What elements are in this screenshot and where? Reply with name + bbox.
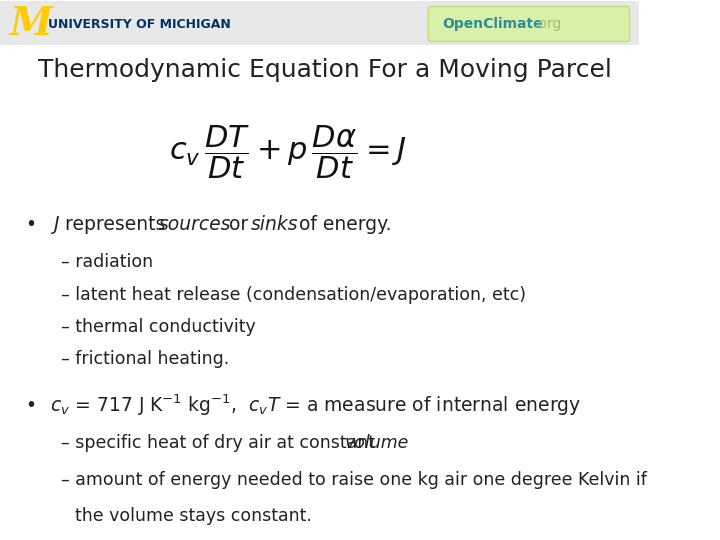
FancyBboxPatch shape xyxy=(428,6,629,42)
Text: $c_{v}$ = 717 J K$^{-1}$ kg$^{-1}$,  $c_{v}T$ = a measure of internal energy: $c_{v}$ = 717 J K$^{-1}$ kg$^{-1}$, $c_{… xyxy=(50,393,581,418)
Text: sources: sources xyxy=(158,215,231,234)
Text: represents: represents xyxy=(59,215,171,234)
FancyBboxPatch shape xyxy=(0,1,639,45)
Text: – frictional heating.: – frictional heating. xyxy=(60,350,229,368)
Text: – radiation: – radiation xyxy=(60,253,153,272)
Text: volume: volume xyxy=(344,434,409,452)
Text: – latent heat release (condensation/evaporation, etc): – latent heat release (condensation/evap… xyxy=(60,286,526,304)
Text: sinks: sinks xyxy=(251,215,298,234)
Text: the volume stays constant.: the volume stays constant. xyxy=(75,507,312,525)
Text: or: or xyxy=(222,215,254,234)
Text: $J$: $J$ xyxy=(50,214,60,236)
Text: •: • xyxy=(26,396,37,415)
Text: – thermal conductivity: – thermal conductivity xyxy=(60,318,256,336)
Text: Thermodynamic Equation For a Moving Parcel: Thermodynamic Equation For a Moving Parc… xyxy=(38,58,612,82)
Text: .org: .org xyxy=(534,17,562,31)
Text: – specific heat of dry air at constant: – specific heat of dry air at constant xyxy=(60,434,380,452)
Text: $c_{v}\,\dfrac{DT}{Dt} + p\,\dfrac{D\alpha}{Dt} = J$: $c_{v}\,\dfrac{DT}{Dt} + p\,\dfrac{D\alp… xyxy=(168,123,407,181)
Text: of energy.: of energy. xyxy=(293,215,391,234)
Text: – amount of energy needed to raise one kg air one degree Kelvin if: – amount of energy needed to raise one k… xyxy=(60,471,647,489)
Text: M: M xyxy=(9,5,53,43)
Text: UNIVERSITY OF MICHIGAN: UNIVERSITY OF MICHIGAN xyxy=(48,18,230,31)
Text: OpenClimate: OpenClimate xyxy=(442,17,543,31)
Text: •: • xyxy=(26,215,37,234)
